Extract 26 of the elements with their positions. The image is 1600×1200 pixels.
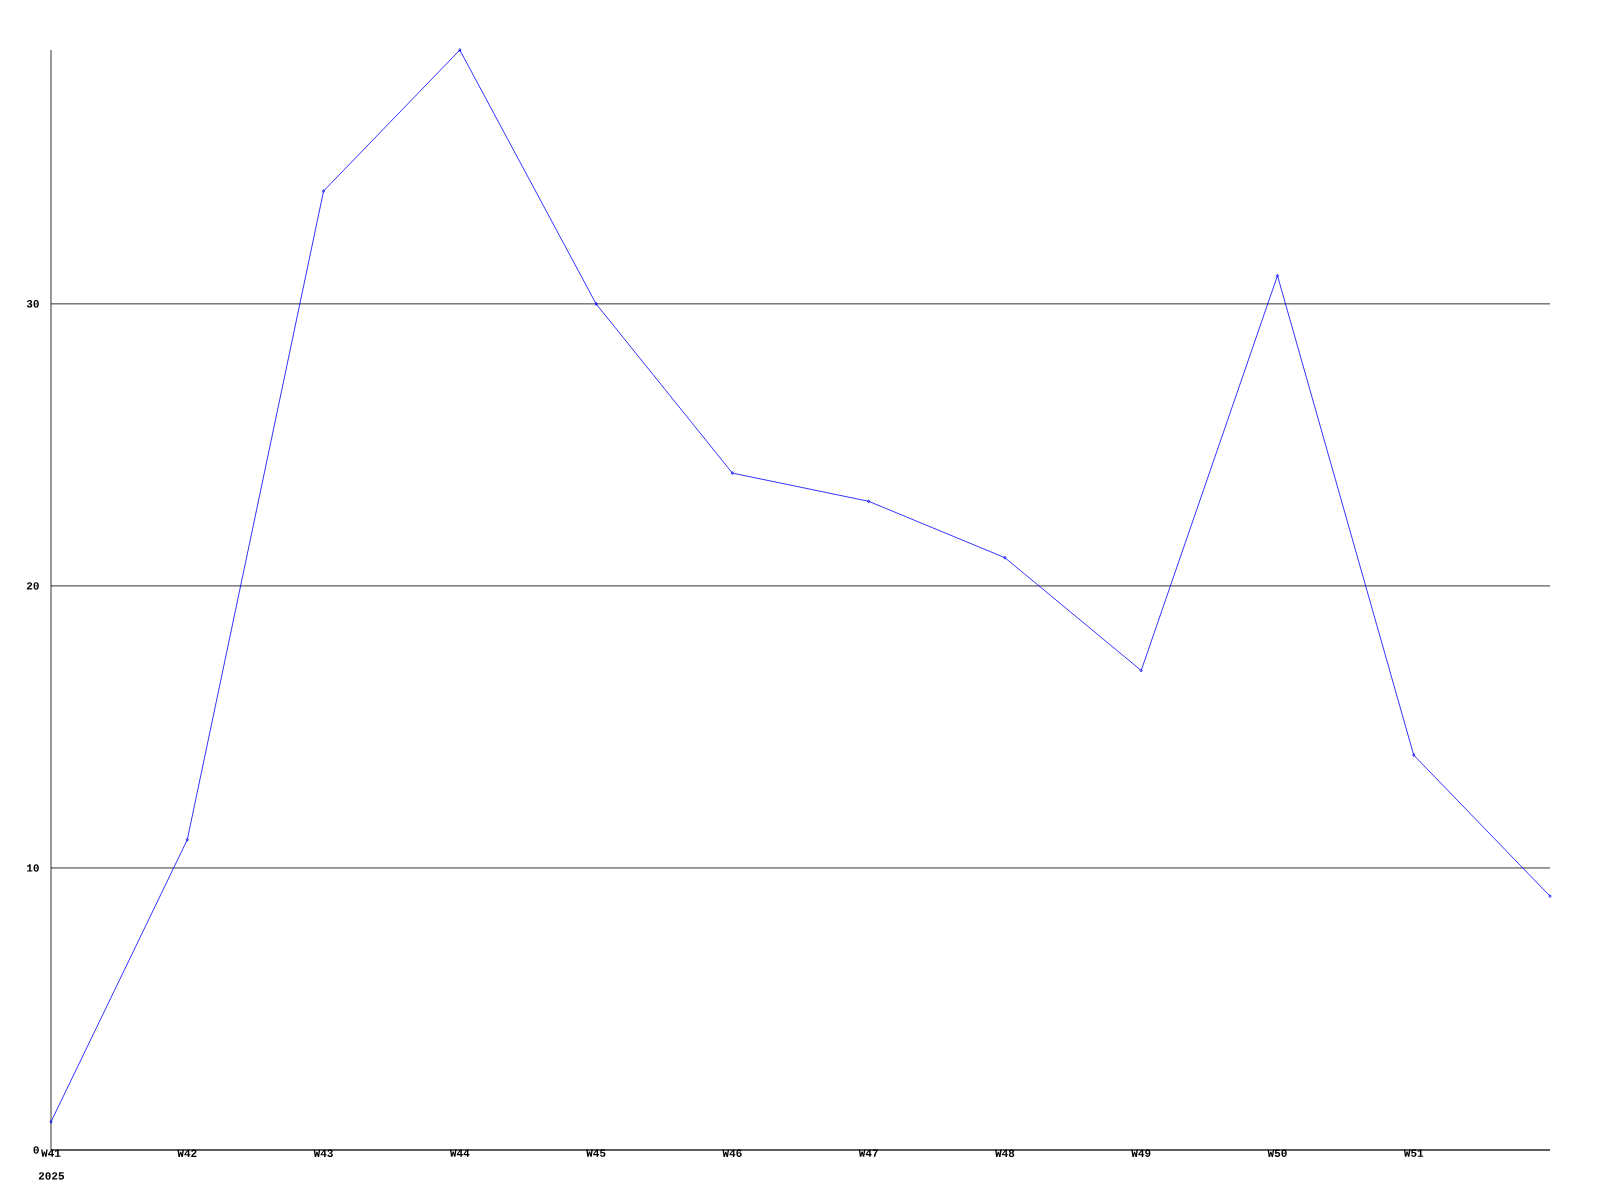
- point: [1412, 753, 1416, 758]
- x-tick-label: W51: [1403, 1149, 1424, 1157]
- x-tick-label: W46: [722, 1149, 742, 1157]
- text: 2025: [38, 1172, 65, 1180]
- point: [1003, 555, 1007, 560]
- x-tick-label: W42: [177, 1149, 197, 1157]
- x-tick-label: W45: [586, 1149, 606, 1157]
- x-tick-label: W50: [1267, 1149, 1287, 1157]
- point: [730, 471, 734, 475]
- x-tick-label: W48: [995, 1149, 1015, 1157]
- point: [1275, 273, 1279, 278]
- x-tick-label: W47: [858, 1149, 878, 1157]
- point: [1139, 668, 1143, 673]
- point: [594, 301, 598, 306]
- y-tick-label: 10: [27, 864, 39, 872]
- y-tick-label: 30: [26, 300, 39, 308]
- x-tick-label: W44: [449, 1149, 470, 1157]
- y-tick-label: 20: [26, 582, 39, 590]
- point: [458, 48, 462, 52]
- y-tick-label: 0: [33, 1146, 39, 1154]
- x-tick-label: W43: [313, 1149, 333, 1157]
- x-tick-label: W41: [41, 1149, 61, 1157]
- x-tick-label: W49: [1131, 1149, 1151, 1157]
- point: [185, 837, 189, 842]
- point: [322, 189, 326, 193]
- point: [867, 499, 871, 504]
